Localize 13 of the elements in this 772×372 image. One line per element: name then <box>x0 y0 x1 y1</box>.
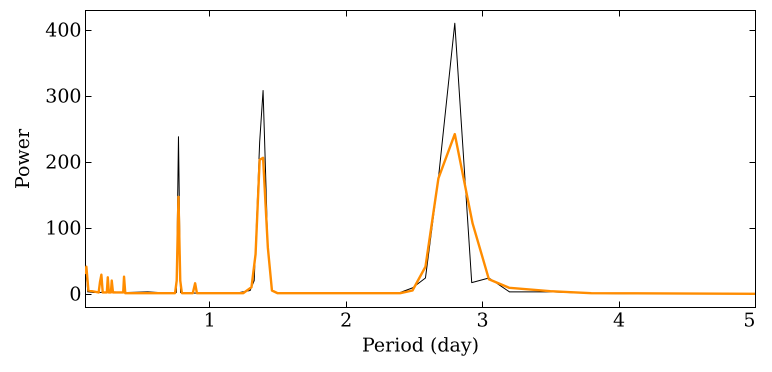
y-tick-label: 200 <box>45 151 82 174</box>
y-tick-label: 400 <box>45 19 82 42</box>
y-tick-label: 0 <box>69 283 82 306</box>
x-tick-label: 1 <box>204 310 216 332</box>
x-tick-label: 5 <box>743 310 756 332</box>
y-tick-label: 100 <box>45 217 82 240</box>
x-tick-label: 3 <box>476 310 489 332</box>
x-tick-label: 4 <box>612 310 626 332</box>
y-tick-label: 300 <box>45 85 82 108</box>
y-axis-title: Power <box>12 128 34 190</box>
line-series <box>85 132 755 295</box>
x-tick-label: 2 <box>340 310 352 332</box>
x-axis-title: Period (day) <box>362 334 480 356</box>
